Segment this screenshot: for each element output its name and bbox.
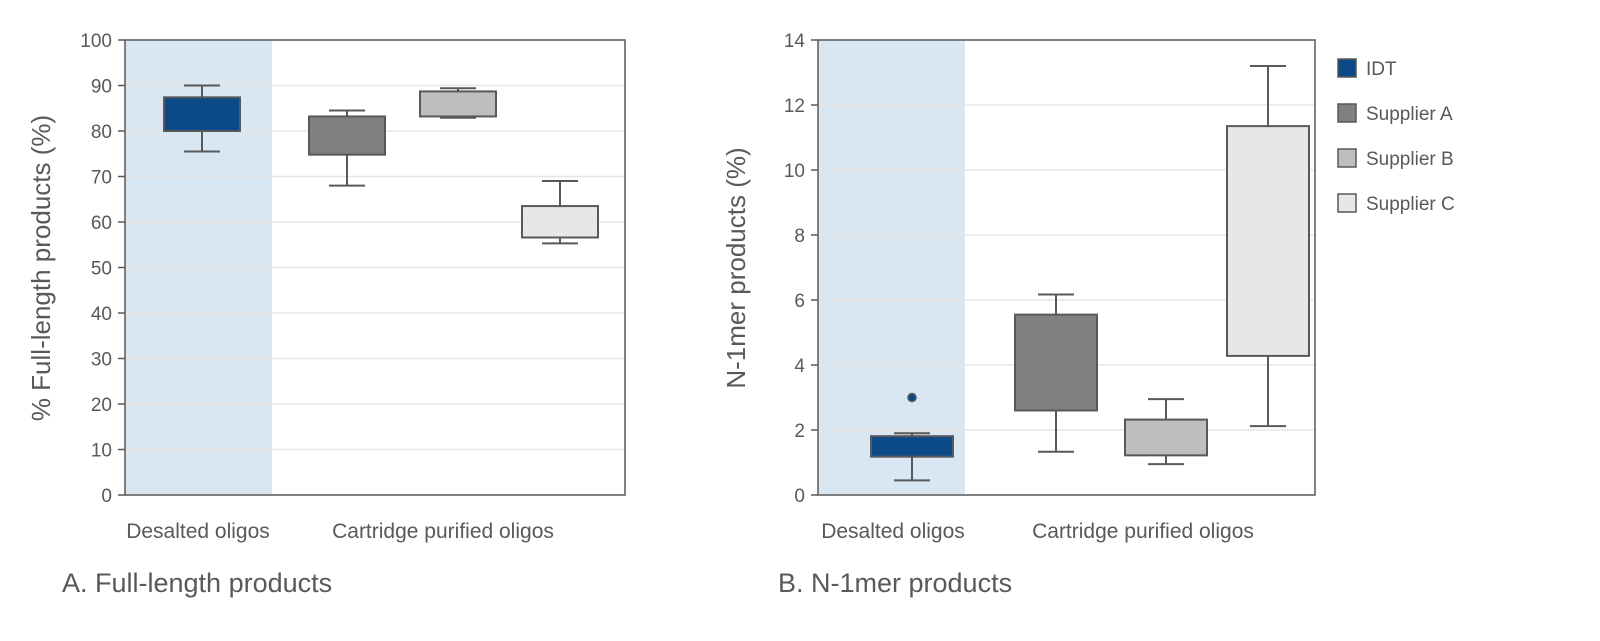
box-supplier-c	[521, 180, 599, 245]
box-supplier-b	[1124, 398, 1208, 466]
y-tick-label: 4	[794, 356, 805, 377]
legend-item-supplier-b: Supplier B	[1337, 148, 1454, 170]
box-idt	[163, 84, 241, 153]
y-tick-label: 30	[91, 350, 112, 371]
y-axis-label: % Full-length products (%)	[26, 115, 56, 421]
y-tick-label: 10	[784, 161, 805, 182]
chart-title: B. N-1mer products	[778, 568, 1012, 598]
x-group-label: Cartridge purified oligos	[332, 520, 554, 543]
box-supplier-a	[308, 109, 386, 187]
y-tick-label: 100	[80, 31, 112, 52]
box-supplier-a	[1014, 293, 1098, 453]
box-supplier-c	[1226, 65, 1310, 428]
plot-frame	[124, 39, 626, 496]
iqr-box	[308, 115, 386, 156]
legend-label: Supplier C	[1366, 194, 1455, 215]
y-tick-label: 90	[91, 77, 112, 98]
y-tick-label: 10	[91, 441, 112, 462]
y-tick-label: 20	[91, 395, 112, 416]
iqr-box	[419, 90, 497, 118]
box-idt	[870, 392, 954, 482]
legend-label: IDT	[1366, 59, 1397, 80]
iqr-box	[1124, 418, 1208, 457]
x-group-label: Desalted oligos	[126, 520, 270, 543]
y-axis-label: N-1mer products (%)	[721, 147, 751, 388]
chart-title: A. Full-length products	[62, 568, 332, 598]
y-tick-label: 6	[794, 291, 805, 312]
legend-item-supplier-c: Supplier C	[1337, 193, 1455, 215]
y-tick-label: 60	[91, 213, 112, 234]
y-tick-label: 50	[91, 259, 112, 280]
y-tick-label: 40	[91, 304, 112, 325]
legend-swatch	[1337, 58, 1357, 78]
y-tick-label: 0	[101, 486, 112, 507]
legend-item-idt: IDT	[1337, 58, 1397, 80]
desalted-highlight-band	[818, 40, 965, 495]
iqr-box	[1226, 125, 1310, 357]
legend-swatch	[1337, 193, 1357, 213]
y-tick-label: 8	[794, 226, 805, 247]
y-tick-label: 0	[794, 486, 805, 507]
chart-n-1mer: 0 2 4 6 8 10 12 14 N-1mer products (%) Desalted o…	[721, 31, 1316, 598]
legend-item-supplier-a: Supplier A	[1337, 103, 1453, 125]
y-tick-label: 70	[91, 168, 112, 189]
plot-frame	[817, 39, 1316, 496]
legend-label: Supplier A	[1366, 104, 1453, 125]
legend-swatch	[1337, 148, 1357, 168]
outlier-point	[907, 392, 917, 403]
iqr-box	[163, 96, 241, 132]
legend-label: Supplier B	[1366, 149, 1454, 170]
x-group-label: Desalted oligos	[821, 520, 965, 543]
y-tick-label: 14	[784, 31, 806, 52]
box-supplier-b	[419, 87, 497, 119]
y-tick-label: 2	[794, 421, 805, 442]
y-tick-label: 12	[784, 96, 805, 117]
y-tick-label: 80	[91, 122, 112, 143]
chart-full-length: 0 10 20 30 40 50 60 70 80 90 100 % Full-length prod…	[26, 31, 626, 598]
iqr-box	[521, 205, 599, 239]
legend-swatch	[1337, 103, 1357, 123]
x-group-label: Cartridge purified oligos	[1032, 520, 1254, 543]
iqr-box	[870, 435, 954, 458]
legend: IDT Supplier A Supplier B Supplier C	[1337, 58, 1455, 215]
iqr-box	[1014, 313, 1098, 412]
